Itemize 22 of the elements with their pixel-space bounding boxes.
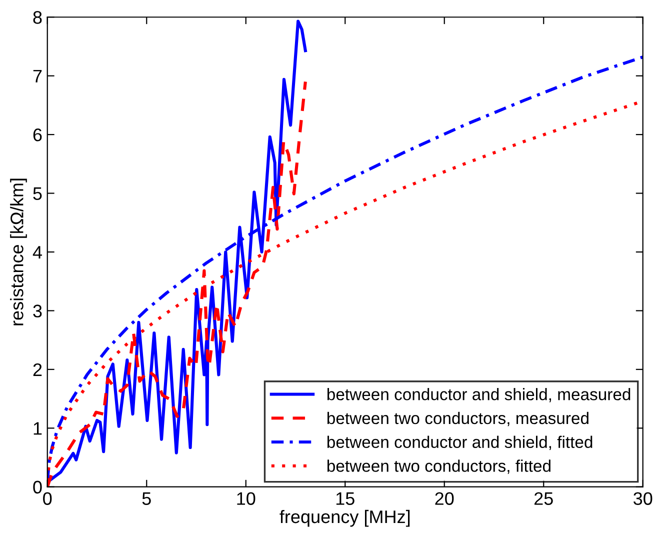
x-tick-label: 25	[534, 492, 553, 505]
x-tick-label: 20	[435, 492, 454, 505]
legend-label: between conductor and shield, measured	[327, 388, 630, 402]
x-tick-label: 0	[43, 492, 52, 505]
x-tick-label: 15	[336, 492, 354, 505]
y-tick-label: 4	[32, 246, 42, 259]
x-tick-label: 5	[142, 492, 151, 505]
y-axis-title: resistance [kΩ/km]	[10, 178, 27, 326]
y-tick-label: 7	[33, 70, 42, 82]
legend-label: between two conductors, measured	[327, 412, 588, 426]
y-tick-label: 0	[33, 480, 42, 494]
x-axis-title: frequency [MHz]	[280, 510, 410, 527]
y-tick-label: 1	[34, 422, 42, 435]
legend-label: between two conductors, fitted	[327, 460, 550, 474]
y-tick-label: 2	[33, 363, 42, 376]
x-tick-label: 10	[237, 492, 256, 505]
legend-label: between conductor and shield, fitted	[327, 436, 592, 450]
y-tick-label: 6	[33, 128, 42, 142]
x-tick-label: 30	[634, 492, 652, 505]
y-tick-label: 5	[33, 187, 42, 200]
y-tick-label: 8	[33, 11, 42, 24]
y-tick-label: 3	[33, 304, 42, 318]
